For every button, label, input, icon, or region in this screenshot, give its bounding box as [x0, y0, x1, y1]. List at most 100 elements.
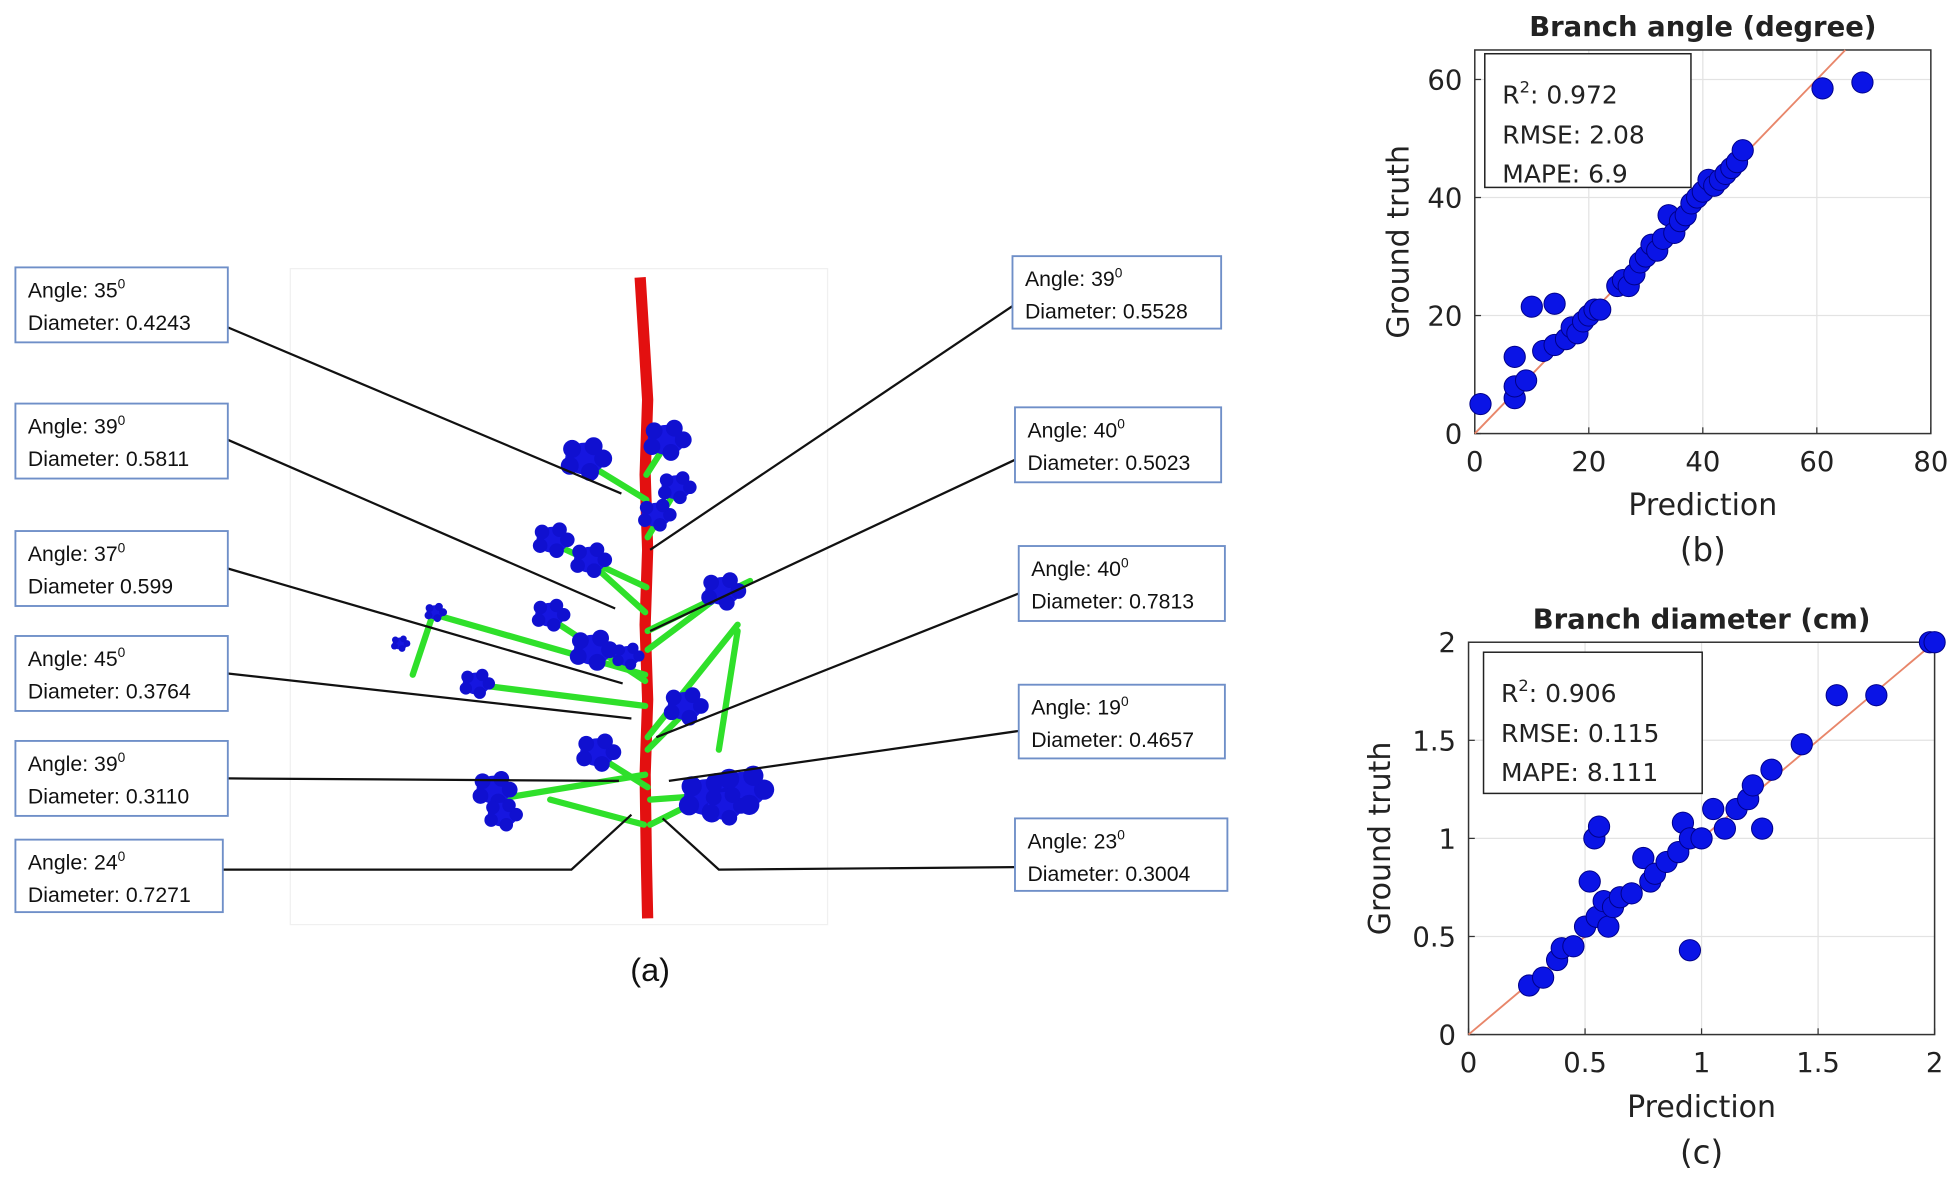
- chart-title: Branch diameter (cm): [1533, 603, 1871, 635]
- foliage: [531, 613, 546, 627]
- angle-degree: 0: [1121, 555, 1129, 570]
- foliage: [692, 698, 709, 714]
- x-tick-label: 80: [1913, 446, 1948, 478]
- angle-text: Angle: 24: [28, 851, 118, 875]
- annotation-diameter: Diameter: 0.3004: [1027, 862, 1190, 886]
- annotation-angle: Angle: 400: [1031, 555, 1129, 581]
- annotation-box: [1017, 683, 1226, 760]
- foliage: [592, 629, 610, 647]
- annotation-angle: Angle: 370: [28, 540, 126, 566]
- foliage: [724, 787, 741, 803]
- foliage: [547, 618, 561, 632]
- annotation-diameter: Diameter: 0.3764: [28, 679, 191, 703]
- leader-line: [668, 729, 1019, 783]
- annotation-diameter: Diameter: 0.7813: [1031, 589, 1194, 613]
- chart-title: Branch angle (degree): [1529, 11, 1876, 43]
- annotation-angle: Angle: 190: [1031, 694, 1129, 720]
- foliage: [391, 642, 398, 650]
- foliage: [625, 658, 637, 671]
- foliage: [705, 789, 722, 806]
- x-tick-label: 20: [1571, 446, 1606, 478]
- foliage: [403, 640, 411, 647]
- angle-text: Angle: 40: [1031, 557, 1121, 581]
- foliage: [486, 800, 500, 815]
- foliage: [570, 558, 585, 573]
- foliage: [533, 600, 548, 615]
- leader-line: [227, 777, 619, 783]
- foliage: [571, 632, 589, 650]
- foliage: [472, 788, 489, 804]
- x-tick-label: 1.5: [1796, 1047, 1840, 1079]
- foliage: [643, 438, 661, 456]
- point-cloud: [289, 268, 829, 926]
- foliage: [474, 773, 491, 790]
- foliage: [732, 798, 749, 814]
- branch: [644, 621, 741, 741]
- leader-line: [649, 458, 1016, 633]
- annotation-angle: Angle: 240: [28, 849, 126, 875]
- stats-line: MAPE: 8.111: [1501, 758, 1658, 787]
- angle-degree: 0: [118, 277, 126, 292]
- annotation-angle: Angle: 390: [1025, 265, 1123, 291]
- annotation-diameter: Diameter: 0.5023: [1027, 451, 1190, 475]
- r2-value: : 0.972: [1530, 81, 1618, 110]
- foliage: [532, 538, 548, 553]
- x-tick-label: 60: [1799, 446, 1834, 478]
- annotation-angle: Angle: 390: [28, 750, 126, 776]
- foliage: [594, 449, 613, 468]
- point: [1589, 298, 1612, 321]
- stats-r2: R2: 0.972: [1502, 77, 1618, 109]
- foliage: [597, 552, 613, 568]
- angle-degree: 0: [118, 849, 126, 864]
- r2-sup: 2: [1518, 676, 1528, 695]
- leader-line: [227, 326, 622, 495]
- foliage: [673, 490, 687, 505]
- leader-line: [222, 813, 633, 871]
- foliage: [589, 542, 605, 558]
- point: [1760, 758, 1783, 781]
- branch: [490, 771, 649, 803]
- x-tick-label: 40: [1685, 446, 1720, 478]
- foliage: [588, 653, 606, 671]
- point: [1578, 870, 1601, 893]
- x-axis-label: Prediction: [1628, 488, 1777, 523]
- point: [1811, 77, 1834, 100]
- foliage: [484, 813, 498, 827]
- foliage: [482, 677, 496, 690]
- foliage: [597, 733, 613, 750]
- y-tick-label: 0.5: [1412, 921, 1456, 953]
- point: [1562, 935, 1585, 958]
- foliage: [663, 508, 677, 522]
- y-tick-label: 40: [1427, 183, 1462, 215]
- y-tick-label: 1.5: [1412, 725, 1456, 757]
- angle-text: Angle: 35: [28, 278, 118, 302]
- x-tick-label: 1: [1693, 1047, 1710, 1079]
- annotation-box: [1017, 545, 1226, 622]
- foliage: [658, 485, 672, 500]
- panel-caption: (c): [1680, 1133, 1723, 1171]
- foliage: [549, 598, 564, 613]
- r2-label: R: [1502, 81, 1519, 110]
- cloud-frame: [289, 268, 829, 926]
- foliage: [655, 498, 670, 513]
- foliage: [639, 500, 654, 515]
- foliage: [476, 668, 489, 682]
- point: [1865, 684, 1888, 707]
- foliage: [683, 480, 697, 495]
- leader-line: [227, 672, 632, 720]
- annotation-angle: Angle: 350: [28, 277, 126, 303]
- y-tick-label: 2: [1439, 627, 1456, 659]
- foliage: [684, 687, 701, 704]
- y-tick-label: 0: [1439, 1020, 1456, 1052]
- foliage: [424, 611, 433, 620]
- point: [1923, 631, 1946, 654]
- annotation-angle: Angle: 400: [1027, 417, 1125, 443]
- annotation-box: [14, 530, 229, 607]
- angle-degree: 0: [1121, 694, 1129, 709]
- r2-value: : 0.906: [1529, 679, 1617, 708]
- x-axis-label: Prediction: [1627, 1090, 1776, 1125]
- point: [1531, 966, 1555, 989]
- plot-frame: [1474, 49, 1932, 435]
- panel-caption: (a): [630, 952, 670, 988]
